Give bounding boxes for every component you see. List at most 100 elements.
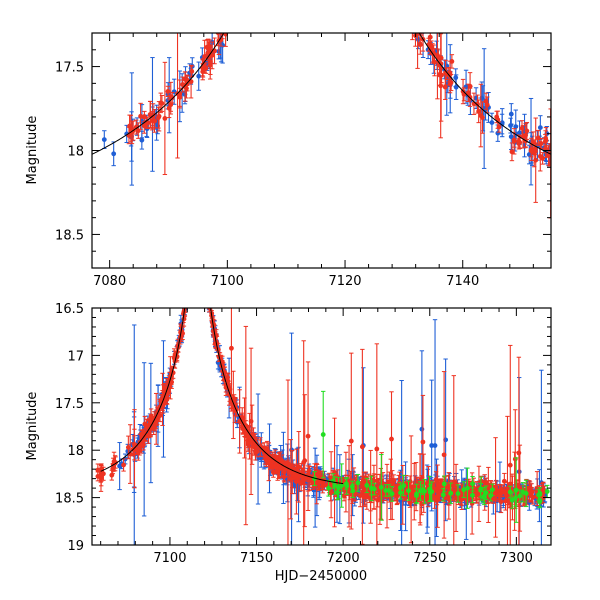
data-point-red (237, 0, 242, 5)
data-point-red (148, 112, 153, 118)
data-point-red (237, 5, 242, 10)
data-point-blue (403, 3, 408, 8)
data-point-blue (111, 151, 117, 157)
data-point-blue (200, 208, 205, 213)
data-point-red (177, 94, 183, 100)
y-tick-label: 18.5 (55, 228, 84, 243)
data-point-red (199, 206, 204, 211)
data-point-red (138, 113, 143, 119)
data-point-red (443, 70, 448, 76)
data-point-red (185, 283, 190, 288)
data-point-red (359, 444, 365, 450)
data-point-red (476, 108, 482, 114)
data-point-blue (537, 125, 543, 131)
data-point-red (165, 88, 171, 94)
bottom-panel-data (95, 161, 550, 545)
data-point-blue (289, 447, 294, 453)
data-point-red (187, 260, 192, 265)
data-point-blue (196, 73, 202, 79)
data-point-red (374, 446, 380, 452)
data-point-red (435, 52, 440, 58)
data-point-blue (189, 244, 194, 249)
data-point-red (438, 61, 444, 67)
data-point-red (511, 137, 517, 143)
data-point-blue (207, 291, 212, 296)
data-point-blue (189, 233, 194, 238)
data-point-red (195, 161, 200, 166)
data-point-red (478, 113, 484, 118)
data-point-red (198, 179, 203, 184)
data-point-blue (419, 426, 425, 432)
data-point-blue (526, 152, 532, 157)
data-point-red (548, 161, 551, 166)
data-point-red (202, 54, 208, 59)
data-point-blue (508, 111, 514, 117)
data-point-blue (195, 161, 200, 166)
data-point-red (438, 55, 444, 61)
data-point-red (203, 274, 208, 279)
data-point-blue (203, 250, 208, 255)
top-panel: 7080 7100 7120 7140 17.5 18 18.5 Magnitude (25, 0, 552, 289)
data-point-red (509, 149, 515, 155)
data-point-blue (203, 255, 208, 260)
data-point-blue (234, 5, 239, 10)
data-point-blue (186, 273, 191, 278)
data-point-red (141, 114, 147, 119)
data-point-red (169, 95, 175, 101)
data-point-red (403, 0, 408, 3)
data-point-blue (189, 242, 194, 247)
data-point-red (129, 129, 135, 135)
data-point-red (183, 298, 188, 303)
data-point-blue (139, 137, 145, 143)
top-panel-frame (91, 32, 552, 269)
data-point-red (133, 124, 139, 130)
data-point-red (420, 439, 426, 445)
data-point-red (184, 297, 189, 302)
data-point-red (528, 148, 534, 154)
top-panel-y-axis-title: Magnitude (25, 116, 40, 185)
data-point-red (209, 52, 215, 58)
y-tick-label: 17.5 (55, 61, 84, 76)
data-point-blue (228, 15, 233, 20)
top-panel-ticks: 7080 7100 7120 7140 17.5 18 18.5 (55, 32, 551, 289)
data-point-blue (517, 130, 522, 136)
x-tick-label: 7100 (211, 274, 244, 289)
x-tick-label: 7120 (328, 274, 361, 289)
data-point-blue (432, 443, 438, 448)
data-point-red (193, 186, 198, 191)
data-point-blue (190, 225, 195, 230)
data-point-red (191, 214, 196, 219)
data-point-blue (193, 185, 198, 190)
data-point-red (190, 219, 195, 224)
data-point-blue (185, 283, 190, 288)
data-point-red (205, 50, 211, 56)
data-point-red (410, 18, 415, 23)
data-point-red (196, 165, 201, 170)
data-point-blue (189, 247, 194, 252)
data-point-red (516, 138, 522, 144)
data-point-blue (199, 197, 204, 202)
data-point-red (162, 116, 168, 121)
data-point-red (479, 478, 484, 484)
data-point-blue (191, 205, 196, 210)
data-point-red (516, 450, 522, 456)
data-point-blue (207, 300, 212, 305)
data-point-blue (453, 75, 459, 81)
data-point-blue (191, 219, 196, 224)
data-point-red (141, 123, 147, 129)
data-point-red (442, 84, 448, 90)
data-point-blue (190, 228, 195, 233)
data-point-red (441, 452, 447, 458)
data-point-blue (183, 300, 188, 305)
data-point-red (417, 42, 423, 48)
data-point-red (190, 230, 195, 235)
data-point-blue (183, 298, 188, 303)
data-point-blue (199, 208, 204, 213)
data-point-blue (200, 224, 205, 229)
data-point-blue (409, 14, 414, 19)
data-point-blue (207, 292, 212, 297)
data-point-red (524, 128, 530, 134)
top-panel-model-curve (92, 33, 551, 155)
